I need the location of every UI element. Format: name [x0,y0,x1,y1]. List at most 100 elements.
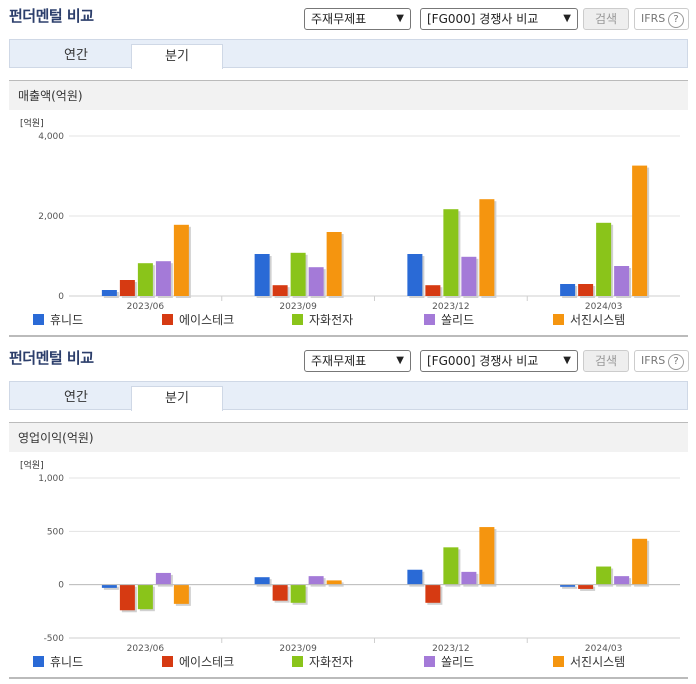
section-title: 영업이익(억원) [9,422,688,452]
bar[interactable] [308,576,324,585]
bar[interactable] [155,261,171,296]
bar[interactable] [119,584,135,611]
legend-label: 자화전자 [309,655,354,669]
ifrs-label: IFRS [641,12,666,25]
bar[interactable] [326,232,342,296]
panel-title: 펀더멘털 비교 [9,349,94,367]
chart-legend: 휴니드 에이스테크 자화전자 쏠리드 서진시스템 [0,313,696,329]
legend-item[interactable]: 서진시스템 [553,655,625,669]
y-tick-label: 4,000 [38,132,64,142]
bar[interactable] [560,284,576,296]
legend-item[interactable]: 서진시스템 [553,313,625,327]
bar[interactable] [578,284,594,296]
peer-group-select[interactable]: [FG000] 경쟁사 비교 ▼ [420,350,578,372]
x-tick-label: 2023/12 [432,302,469,312]
bar[interactable] [632,538,648,585]
statement-select[interactable]: 주재무제표 ▼ [304,8,411,30]
legend-item[interactable]: 쏠리드 [424,655,474,669]
bar[interactable] [578,584,594,589]
search-button[interactable]: 검색 [583,350,629,372]
bar[interactable] [425,285,441,296]
bar[interactable] [479,199,495,296]
legend-item[interactable]: 자화전자 [292,655,353,669]
tab-annual[interactable]: 연간 [64,48,88,63]
bar[interactable] [407,569,423,585]
fundamental-panel-operating-profit: 펀더멘털 비교 주재무제표 ▼ [FG000] 경쟁사 비교 ▼ 검색 IFRS… [0,342,696,684]
ifrs-button[interactable]: IFRS ? [634,350,689,372]
panel-title: 펀더멘털 비교 [9,7,94,25]
divider [9,677,688,679]
bar[interactable] [443,209,459,296]
peer-group-select-value: [FG000] 경쟁사 비교 [427,12,539,26]
operating-profit-bar-chart: [억원] -500 0 500 1,000 2023/06 2023/09 2023/12 20… [20,459,680,654]
bar[interactable] [272,584,288,601]
x-tick-label: 2023/09 [279,644,317,654]
bar[interactable] [272,285,288,296]
bar[interactable] [254,254,270,296]
legend-swatch [292,656,303,667]
x-tick-label: 2024/03 [585,302,622,312]
tab-quarterly[interactable]: 분기 [131,44,223,69]
bar[interactable] [479,527,495,585]
y-tick-label: 0 [58,581,64,591]
statement-select[interactable]: 주재무제표 ▼ [304,350,411,372]
legend-swatch [424,314,435,325]
tab-annual[interactable]: 연간 [64,390,88,405]
tab-quarterly[interactable]: 분기 [131,386,223,411]
legend-item[interactable]: 휴니드 [33,655,83,669]
bar[interactable] [254,577,270,585]
legend-swatch [33,314,44,325]
bar[interactable] [407,254,423,296]
legend-swatch [292,314,303,325]
bar[interactable] [614,576,630,585]
legend-item[interactable]: 휴니드 [33,313,83,327]
legend-swatch [162,656,173,667]
bar[interactable] [101,584,117,588]
legend-item[interactable]: 쏠리드 [424,313,474,327]
bar[interactable] [101,290,117,296]
bar[interactable] [614,266,630,296]
legend-swatch [553,314,564,325]
legend-item[interactable]: 에이스테크 [162,313,234,327]
bar[interactable] [443,547,459,585]
bar[interactable] [596,566,612,585]
legend-item[interactable]: 자화전자 [292,313,353,327]
legend-label: 서진시스템 [570,313,626,327]
bar[interactable] [173,584,189,604]
peer-group-select[interactable]: [FG000] 경쟁사 비교 ▼ [420,8,578,30]
bar[interactable] [290,584,306,603]
bar[interactable] [155,572,171,585]
ifrs-button[interactable]: IFRS ? [634,8,689,30]
legend-swatch [424,656,435,667]
legend-label: 쏠리드 [441,313,475,327]
bar[interactable] [290,252,306,296]
bar[interactable] [425,584,441,603]
search-button[interactable]: 검색 [583,8,629,30]
legend-label: 쏠리드 [441,655,475,669]
bar[interactable] [560,584,576,587]
bar[interactable] [461,256,477,296]
y-tick-label: 1,000 [38,474,64,484]
bar[interactable] [596,222,612,296]
bar[interactable] [137,584,153,610]
peer-group-select-value: [FG000] 경쟁사 비교 [427,354,539,368]
bar[interactable] [632,165,648,296]
period-tabs: 연간 분기 [9,381,688,411]
x-tick-label: 2023/09 [279,302,317,312]
chevron-down-icon: ▼ [563,13,571,24]
legend-swatch [553,656,564,667]
y-tick-label: 500 [47,527,64,537]
legend-label: 휴니드 [50,313,84,327]
unit-label: [억원] [20,459,44,471]
bar[interactable] [119,280,135,296]
bar[interactable] [173,224,189,296]
help-icon: ? [668,12,684,28]
bar[interactable] [308,267,324,296]
chevron-down-icon: ▼ [563,355,571,366]
legend-item[interactable]: 에이스테크 [162,655,234,669]
legend-swatch [162,314,173,325]
bar[interactable] [137,263,153,296]
chart-legend: 휴니드 에이스테크 자화전자 쏠리드 서진시스템 [0,655,696,671]
bar[interactable] [461,571,477,585]
bar[interactable] [326,580,342,585]
